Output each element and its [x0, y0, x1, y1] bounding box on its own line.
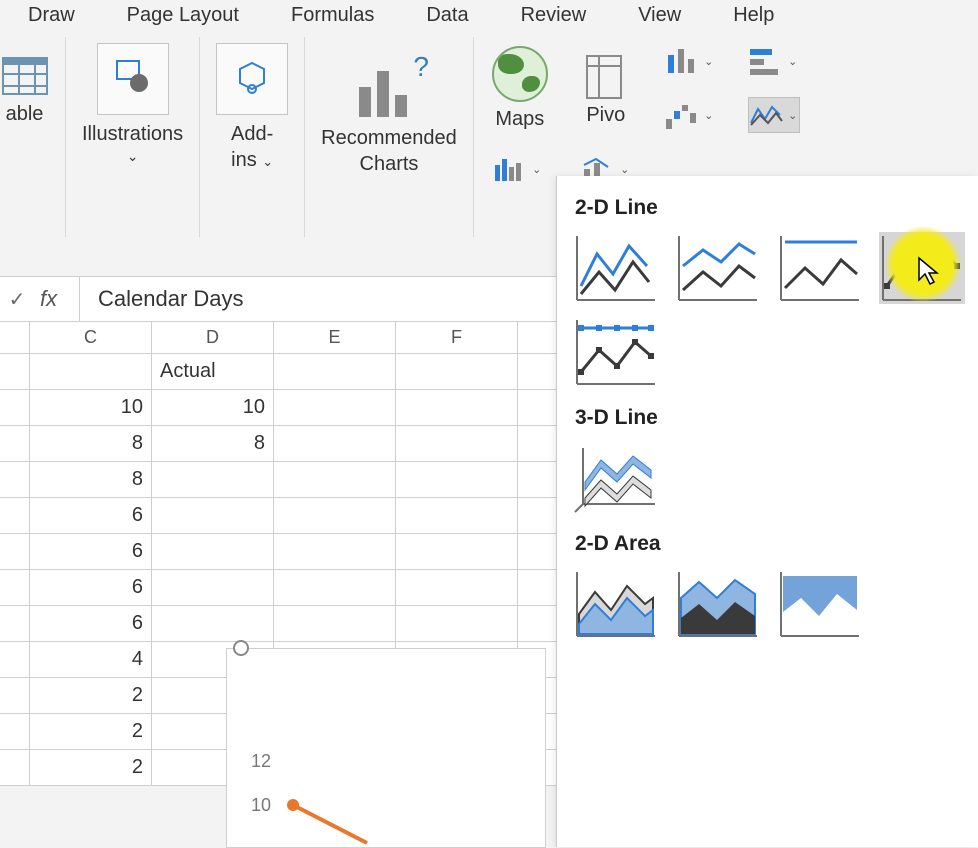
- addin-icon: [232, 59, 272, 99]
- cell[interactable]: 4: [30, 642, 152, 677]
- cell[interactable]: 10: [30, 390, 152, 425]
- cell[interactable]: [396, 390, 518, 425]
- cell[interactable]: [152, 606, 274, 641]
- cell[interactable]: [396, 534, 518, 569]
- rec-charts-label: Recommended Charts: [321, 125, 457, 177]
- section-title-3d-line: 3-D Line: [575, 406, 978, 430]
- cell[interactable]: [152, 570, 274, 605]
- illustrations-button[interactable]: [97, 43, 169, 115]
- cell[interactable]: [274, 462, 396, 497]
- chart-resize-handle[interactable]: [233, 640, 249, 656]
- cell[interactable]: [396, 570, 518, 605]
- cell[interactable]: 8: [30, 462, 152, 497]
- tab-view[interactable]: View: [638, 4, 681, 27]
- shapes-icon: [111, 57, 155, 101]
- table-label: able: [6, 101, 44, 127]
- col-header[interactable]: F: [396, 322, 518, 353]
- cell[interactable]: [274, 570, 396, 605]
- cell[interactable]: 6: [30, 570, 152, 605]
- ribbon-group-addins: Add- ins ⌄: [200, 37, 305, 237]
- cell[interactable]: [274, 498, 396, 533]
- tab-help[interactable]: Help: [733, 4, 774, 27]
- chart-thumb-line[interactable]: [573, 232, 659, 304]
- illustrations-label: Illustrations: [82, 121, 183, 165]
- cell[interactable]: [274, 606, 396, 641]
- thumb-grid-2d-line: [573, 232, 978, 388]
- cell[interactable]: [152, 534, 274, 569]
- cell[interactable]: [396, 426, 518, 461]
- cell[interactable]: [152, 462, 274, 497]
- fx-label[interactable]: fx: [34, 277, 80, 321]
- addins-button[interactable]: [216, 43, 288, 115]
- column-chart-button[interactable]: ⌄: [664, 43, 716, 79]
- cell[interactable]: 2: [30, 678, 152, 713]
- cell[interactable]: 10: [152, 390, 274, 425]
- recommended-charts-button[interactable]: ?: [359, 57, 419, 117]
- chart-thumb-stacked-area[interactable]: [675, 568, 761, 640]
- cell[interactable]: [274, 426, 396, 461]
- table-icon[interactable]: [2, 57, 48, 95]
- bar-chart-button[interactable]: ⌄: [748, 43, 800, 79]
- cell[interactable]: [274, 354, 396, 389]
- tab-draw[interactable]: Draw: [28, 4, 75, 27]
- embedded-chart[interactable]: 12 10: [226, 648, 546, 848]
- col-header[interactable]: D: [152, 322, 274, 353]
- y-tick-label: 12: [251, 751, 271, 772]
- chart-thumb-100-stacked-line[interactable]: [777, 232, 863, 304]
- chart-thumb-line-markers[interactable]: [879, 232, 965, 304]
- addins-label: Add- ins ⌄: [231, 121, 273, 173]
- ribbon-group-table: able: [0, 37, 66, 237]
- cell[interactable]: 8: [30, 426, 152, 461]
- section-title-2d-line: 2-D Line: [575, 196, 978, 220]
- cell[interactable]: 6: [30, 498, 152, 533]
- cell[interactable]: [30, 354, 152, 389]
- waterfall-chart-button[interactable]: ⌄: [664, 97, 716, 133]
- cell[interactable]: [396, 498, 518, 533]
- chart-picker-flyout: 2-D Line: [556, 176, 978, 847]
- chart-thumb-stacked-line[interactable]: [675, 232, 761, 304]
- thumb-grid-2d-area: [573, 568, 978, 640]
- globe-icon: [492, 46, 548, 102]
- formula-accept-icon[interactable]: ✓: [0, 287, 34, 312]
- pivot-icon: [583, 50, 629, 104]
- chart-thumb-3d-line[interactable]: [573, 442, 659, 514]
- cell[interactable]: 2: [30, 714, 152, 749]
- cell[interactable]: [274, 534, 396, 569]
- ribbon-tabs: Draw Page Layout Formulas Data Review Vi…: [0, 0, 978, 37]
- chart-type-grid: ⌄ ⌄ ⌄ Maps Pivo ⌄: [474, 37, 810, 187]
- col-header[interactable]: E: [274, 322, 396, 353]
- tab-data[interactable]: Data: [426, 4, 468, 27]
- tab-page-layout[interactable]: Page Layout: [127, 4, 239, 27]
- cell[interactable]: Actual: [152, 354, 274, 389]
- cell[interactable]: [152, 498, 274, 533]
- cell[interactable]: 8: [152, 426, 274, 461]
- cell[interactable]: 2: [30, 750, 152, 785]
- maps-button[interactable]: Maps: [492, 46, 548, 131]
- chart-thumb-stacked-line-markers[interactable]: [573, 316, 659, 388]
- section-title-2d-area: 2-D Area: [575, 532, 978, 556]
- cell[interactable]: 6: [30, 606, 152, 641]
- thumb-grid-3d-line: [573, 442, 978, 514]
- chart-thumb-area[interactable]: [573, 568, 659, 640]
- col-header[interactable]: C: [30, 322, 152, 353]
- ribbon-group-rec-charts: ? Recommended Charts: [305, 37, 474, 237]
- histogram-button[interactable]: ⌄: [492, 151, 544, 187]
- y-tick-label: 10: [251, 795, 271, 816]
- chevron-down-icon: [82, 147, 183, 165]
- line-plot: [287, 725, 537, 845]
- question-icon: ?: [413, 51, 429, 83]
- tab-formulas[interactable]: Formulas: [291, 4, 374, 27]
- cell[interactable]: [396, 606, 518, 641]
- ribbon-group-illustrations: Illustrations: [66, 37, 200, 237]
- cell[interactable]: 6: [30, 534, 152, 569]
- tab-review[interactable]: Review: [521, 4, 587, 27]
- cell[interactable]: [274, 390, 396, 425]
- cell[interactable]: [396, 462, 518, 497]
- chart-thumb-100-stacked-area[interactable]: [777, 568, 863, 640]
- cell[interactable]: [396, 354, 518, 389]
- line-chart-button[interactable]: ⌄: [748, 97, 800, 133]
- pivot-chart-button[interactable]: Pivo: [580, 50, 632, 127]
